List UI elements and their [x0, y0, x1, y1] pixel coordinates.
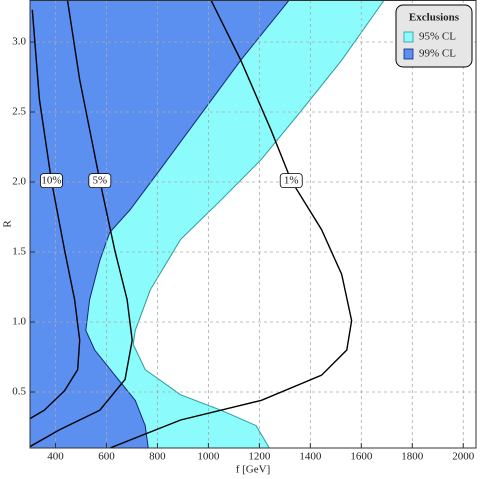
legend-swatch — [403, 48, 414, 60]
contour-label: 10% — [41, 175, 61, 187]
contour-label: 1% — [284, 175, 299, 187]
contour-label: 5% — [92, 175, 107, 187]
legend-swatch — [403, 31, 414, 43]
x-tick-label: 1000 — [197, 451, 220, 463]
y-tick-label: 1.5 — [12, 246, 26, 258]
legend-box — [395, 4, 473, 68]
x-axis-label: f [GeV] — [236, 464, 271, 476]
contour-line — [30, 0, 133, 448]
x-tick-label: 1800 — [401, 451, 424, 463]
contour-line — [30, 9, 81, 420]
legend-title: Exclusions — [409, 12, 460, 24]
region-edge — [85, 0, 290, 448]
x-tick-label: 1600 — [350, 451, 373, 463]
y-axis-label: R — [2, 220, 14, 228]
y-tick-label: 3.0 — [12, 36, 26, 48]
contours — [30, 0, 353, 448]
y-tick-label: 0.5 — [12, 386, 26, 398]
grid — [30, 0, 476, 448]
exclusion-region — [30, 0, 290, 448]
legend-label: 99% CL — [419, 48, 456, 60]
contour-label-box — [88, 173, 112, 189]
x-tick-label: 1200 — [248, 451, 271, 463]
contour-line — [109, 0, 353, 448]
y-tick-label: 2.0 — [12, 176, 26, 188]
plot-area — [30, 0, 385, 448]
x-tick-label: 600 — [98, 451, 115, 463]
x-tick-label: 2000 — [452, 451, 475, 463]
x-tick-label: 1400 — [299, 451, 322, 463]
region-edge — [132, 0, 385, 448]
labels: 400 600 800 1000 1200 1400 1600 1800 2000 0.5 1.0 1… — [12, 4, 475, 463]
y-tick-label: 2.5 — [12, 106, 26, 118]
legend: Exclusions 95% CL 99% CL — [395, 4, 473, 68]
contour-label-box — [279, 173, 303, 189]
plot-frame — [29, 0, 477, 449]
contour-label-box — [40, 173, 63, 189]
x-tick-label: 800 — [149, 451, 166, 463]
y-tick-label: 1.0 — [12, 316, 26, 328]
x-tick-label: 400 — [47, 451, 64, 463]
legend-label: 95% CL — [419, 31, 456, 43]
